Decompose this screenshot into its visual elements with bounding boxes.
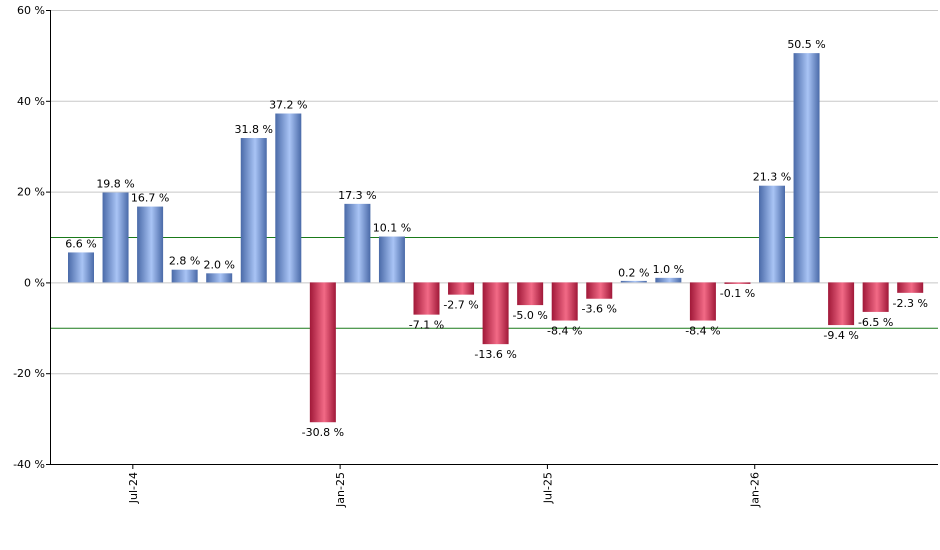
bar xyxy=(897,282,924,293)
x-tick-label: Jul-24 xyxy=(127,472,140,504)
bar xyxy=(793,53,820,283)
y-tick-label: 40 % xyxy=(17,95,45,108)
bar xyxy=(68,252,94,283)
data-labels: 6.6 % 19.8 %16.7 % 2.8 % 2.0 % 31.8 % 37.2 % -… xyxy=(65,38,928,439)
data-label: -0.1 % xyxy=(720,287,755,300)
data-label: 31.8 % xyxy=(235,123,273,136)
data-label: -30.8 % xyxy=(302,426,344,439)
data-label: 37.2 % xyxy=(269,99,307,112)
bar xyxy=(413,282,440,315)
data-label: 50.5 % xyxy=(787,38,825,51)
bar xyxy=(378,236,405,283)
bar xyxy=(309,282,336,423)
x-tick-label: Jul-25 xyxy=(541,472,554,504)
bar xyxy=(102,192,129,283)
data-label: -7.1 % xyxy=(409,319,444,332)
x-tick-label: Jan-25 xyxy=(334,472,347,508)
bar xyxy=(862,282,889,312)
bar xyxy=(586,282,613,299)
bar xyxy=(275,113,302,283)
x-tick-label: Jan-26 xyxy=(749,472,762,508)
bars xyxy=(68,53,924,423)
data-label: 0.2 % xyxy=(618,266,649,279)
bar xyxy=(689,282,716,321)
data-label: 17.3 % xyxy=(338,189,376,202)
y-tick-label: 0 % xyxy=(24,276,45,289)
bar xyxy=(206,273,233,283)
bar xyxy=(620,280,647,283)
data-label: -9.4 % xyxy=(823,329,858,342)
bar xyxy=(759,185,785,283)
data-label: -8.4 % xyxy=(685,325,720,338)
data-label: -5.0 % xyxy=(512,309,547,322)
bar xyxy=(517,282,544,306)
data-label: 2.8 % xyxy=(169,255,200,268)
data-label: 21.3 % xyxy=(753,171,791,184)
y-tick-label: 20 % xyxy=(17,186,45,199)
bar xyxy=(240,138,267,283)
bar xyxy=(724,282,751,284)
data-label: 19.8 % xyxy=(96,178,134,191)
bar xyxy=(137,206,164,283)
data-label: -6.5 % xyxy=(858,316,893,329)
data-label: -3.6 % xyxy=(582,303,617,316)
data-label: 10.1 % xyxy=(373,222,411,235)
data-label: 6.6 % xyxy=(65,237,96,250)
bar xyxy=(828,282,855,326)
data-label: 16.7 % xyxy=(131,192,169,205)
bar xyxy=(344,203,371,283)
y-tick-label: -20 % xyxy=(13,367,45,380)
bar xyxy=(171,269,198,283)
bar xyxy=(448,282,475,295)
bar xyxy=(655,277,682,283)
data-label: 1.0 % xyxy=(653,263,684,276)
data-label: -13.6 % xyxy=(474,348,516,361)
y-tick-label: -40 % xyxy=(13,458,45,471)
data-label: -2.7 % xyxy=(443,299,478,312)
data-label: -8.4 % xyxy=(547,325,582,338)
y-tick-label: 60 % xyxy=(17,4,45,17)
data-label: -2.3 % xyxy=(892,297,927,310)
axes: -40 % -20 % 0 % 20 % 40 % 60 % Jul-24 Jan-25 Jul… xyxy=(13,4,938,508)
data-label: 2.0 % xyxy=(203,258,234,271)
bar xyxy=(482,282,509,345)
bar xyxy=(551,282,578,321)
